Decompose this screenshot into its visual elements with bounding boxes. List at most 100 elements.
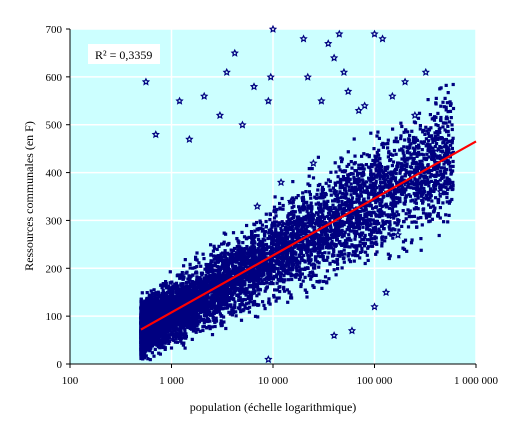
cloud-point xyxy=(233,300,237,304)
cloud-point xyxy=(245,246,249,250)
cloud-point xyxy=(160,286,164,290)
cloud-point xyxy=(444,83,448,87)
cloud-point xyxy=(435,142,439,146)
cloud-point xyxy=(391,153,395,157)
cloud-point xyxy=(273,242,277,246)
cloud-point xyxy=(378,202,382,206)
cloud-point xyxy=(146,300,151,304)
cloud-point xyxy=(168,270,172,274)
cloud-point xyxy=(356,254,360,258)
cloud-point xyxy=(432,165,436,170)
cloud-point xyxy=(421,201,425,205)
cloud-point xyxy=(440,176,444,180)
cloud-point xyxy=(227,310,231,314)
cloud-point xyxy=(405,180,409,184)
cloud-point xyxy=(348,224,352,228)
cloud-point xyxy=(327,184,331,188)
cloud-point xyxy=(391,127,395,131)
cloud-point xyxy=(286,300,290,304)
cloud-point xyxy=(450,123,454,127)
cloud-point xyxy=(204,319,208,323)
cloud-point xyxy=(301,219,305,224)
cloud-point xyxy=(340,157,344,161)
cloud-point xyxy=(374,181,378,185)
cloud-point xyxy=(448,186,452,190)
cloud-point xyxy=(259,226,263,230)
cloud-point xyxy=(375,186,379,190)
cloud-point xyxy=(207,313,211,317)
cloud-point xyxy=(389,158,393,162)
cloud-point xyxy=(340,195,344,199)
cloud-point xyxy=(321,220,325,224)
cloud-point xyxy=(354,215,358,219)
cloud-point xyxy=(421,199,425,203)
cloud-point xyxy=(139,297,143,302)
cloud-point xyxy=(438,206,442,210)
cloud-point xyxy=(217,244,221,248)
cloud-point xyxy=(317,261,321,265)
cloud-point xyxy=(269,273,273,278)
cloud-point xyxy=(290,262,294,266)
cloud-point xyxy=(378,187,382,191)
cloud-point xyxy=(199,264,203,268)
cloud-point xyxy=(250,275,254,279)
cloud-point xyxy=(305,200,309,204)
cloud-point xyxy=(395,188,399,192)
cloud-point xyxy=(381,145,385,149)
cloud-point xyxy=(387,256,391,261)
cloud-point xyxy=(152,354,156,358)
cloud-point xyxy=(275,275,279,279)
cloud-point xyxy=(355,194,359,198)
cloud-point xyxy=(357,167,361,171)
cloud-point xyxy=(387,225,391,229)
cloud-point xyxy=(292,197,296,202)
cloud-point xyxy=(317,209,321,213)
cloud-point xyxy=(215,264,219,269)
cloud-point xyxy=(420,152,424,156)
cloud-point xyxy=(273,288,277,292)
cloud-point xyxy=(345,241,349,245)
cloud-point xyxy=(392,148,397,153)
cloud-point xyxy=(292,273,296,277)
cloud-point xyxy=(316,254,321,258)
cloud-point xyxy=(402,189,406,193)
cloud-point xyxy=(245,245,249,249)
cloud-point xyxy=(436,182,441,186)
cloud-point xyxy=(439,149,443,153)
cloud-point xyxy=(331,259,335,263)
cloud-point xyxy=(238,247,243,251)
cloud-point xyxy=(248,277,252,281)
cloud-point xyxy=(444,137,448,142)
cloud-point xyxy=(364,214,368,218)
cloud-point xyxy=(220,314,224,318)
cloud-point xyxy=(197,261,201,265)
cloud-point xyxy=(403,196,407,200)
cloud-point xyxy=(360,246,364,250)
cloud-point xyxy=(383,165,387,170)
cloud-point xyxy=(366,258,370,262)
cloud-point xyxy=(435,130,439,134)
cloud-point xyxy=(297,228,301,232)
cloud-point xyxy=(247,235,251,239)
cloud-point xyxy=(183,258,187,262)
cloud-point xyxy=(354,200,358,204)
cloud-point xyxy=(221,307,225,311)
cloud-point xyxy=(260,229,264,233)
cloud-point xyxy=(201,288,205,292)
cloud-point xyxy=(369,169,373,173)
cloud-point xyxy=(437,165,441,169)
cloud-point xyxy=(332,233,336,237)
cloud-point xyxy=(359,163,363,167)
cloud-point xyxy=(201,328,205,333)
cloud-point xyxy=(281,221,285,226)
cloud-point xyxy=(267,264,271,268)
cloud-point xyxy=(298,247,302,251)
cloud-point xyxy=(396,185,400,189)
cloud-point xyxy=(445,154,449,158)
cloud-point xyxy=(366,225,370,229)
cloud-point xyxy=(193,316,197,320)
cloud-point xyxy=(231,231,236,235)
cloud-point xyxy=(333,235,338,239)
cloud-point xyxy=(283,228,287,232)
cloud-point xyxy=(290,264,295,269)
